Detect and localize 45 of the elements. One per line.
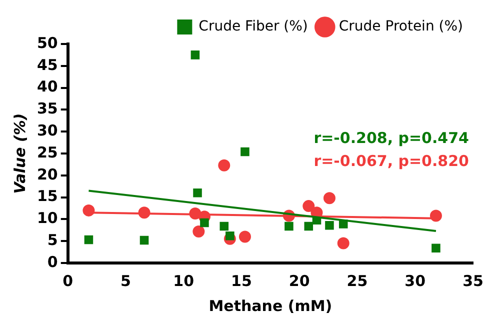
point <box>82 204 95 216</box>
y-tick-label: 40 <box>37 78 58 96</box>
point <box>200 218 209 228</box>
x-tick-label: 5 <box>120 272 131 290</box>
y-tick-label: 15 <box>37 187 58 206</box>
y-tick-label: 20 <box>37 165 58 184</box>
y-tick-label: 0 <box>47 252 58 271</box>
point <box>432 244 440 252</box>
point <box>325 220 334 230</box>
point <box>430 210 442 222</box>
point <box>220 222 229 231</box>
point <box>192 225 205 238</box>
x-tick-label: 35 <box>462 272 484 290</box>
y-tick-label: 45 <box>37 56 58 74</box>
point <box>302 200 315 212</box>
x-tick-label: 0 <box>62 272 74 290</box>
point <box>238 230 251 243</box>
legend-label: Crude Protein (%) <box>338 18 464 35</box>
point <box>84 235 94 244</box>
point <box>304 222 314 231</box>
point <box>193 188 202 198</box>
point <box>284 222 294 231</box>
x-tick-label: 20 <box>288 272 310 290</box>
point <box>240 147 250 156</box>
point <box>337 237 350 250</box>
legend-label: Crude Fiber (%) <box>198 18 308 35</box>
y-tick-label: 30 <box>37 121 58 140</box>
x-axis-title: Methane (mM) <box>208 296 332 315</box>
y-tick-label: 5 <box>47 230 58 249</box>
x-tick-label: 25 <box>346 272 368 290</box>
annotation: r=-0.208, p=0.474 <box>314 128 469 147</box>
x-tick-label: 15 <box>231 272 252 290</box>
x-tick-label: 10 <box>173 272 194 290</box>
y-tick-label: 50 <box>37 34 58 52</box>
y-tick-label: 10 <box>37 209 58 228</box>
point <box>323 192 336 204</box>
point <box>218 159 230 172</box>
y-axis-title: Value (%) <box>10 113 29 194</box>
point <box>140 236 149 245</box>
point <box>226 231 234 240</box>
annotation: r=-0.067, p=0.820 <box>314 152 469 170</box>
x-tick-label: 30 <box>404 272 426 290</box>
y-tick-label: 35 <box>37 100 58 118</box>
point <box>190 50 200 60</box>
y-tick-label: 25 <box>37 143 58 162</box>
